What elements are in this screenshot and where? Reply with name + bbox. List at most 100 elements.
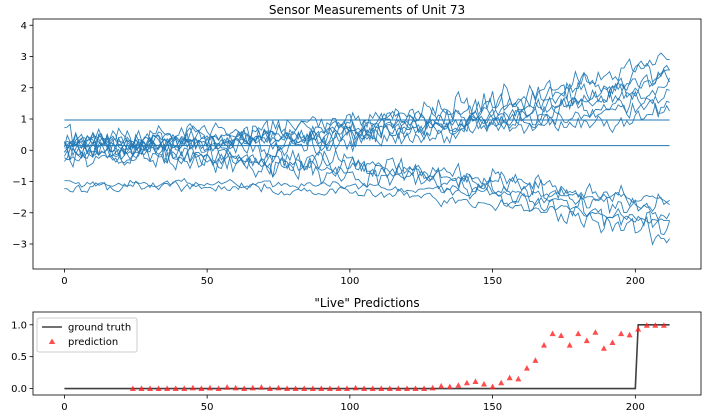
sensor-y-tick-label: 1: [21, 115, 27, 126]
prediction-point: [207, 384, 213, 391]
prediction-point: [643, 322, 650, 328]
prediction-point: [198, 385, 205, 391]
sensor-series-line: [64, 139, 671, 221]
prediction-point: [224, 384, 231, 390]
prediction-point: [660, 322, 667, 328]
predictions-chart-title: "Live" Predictions: [314, 296, 419, 310]
prediction-point: [541, 342, 547, 348]
sensor-y-tick-label: −1: [12, 177, 27, 188]
prediction-mark-group: [64, 322, 670, 391]
prediction-point: [284, 385, 291, 391]
prediction-point: [249, 384, 256, 391]
prediction-point: [181, 385, 188, 391]
prediction-point: [592, 329, 599, 335]
sensor-x-tick-label: 100: [340, 276, 359, 287]
sensor-series-line: [64, 68, 670, 161]
prediction-point: [635, 326, 642, 332]
prediction-point: [378, 385, 385, 391]
prediction-x-tick-label: 150: [483, 402, 502, 413]
prediction-point: [386, 385, 393, 391]
sensor-y-tick-label: −2: [12, 208, 27, 219]
prediction-x-tick-label: 100: [340, 402, 359, 413]
sensor-y-tick-label: 0: [21, 146, 27, 157]
prediction-point: [481, 380, 487, 387]
sensor-y-tick-label: 2: [21, 83, 27, 94]
prediction-axes: 0 50 100 150 200 0.0 0.5 1.0: [11, 311, 702, 413]
sensor-x-tick-label: 50: [201, 276, 214, 287]
prediction-point: [172, 385, 179, 391]
prediction-point: [189, 384, 196, 391]
sensor-series-line: [64, 52, 670, 151]
prediction-point: [446, 383, 453, 390]
legend-marker-swatch: [48, 338, 56, 344]
prediction-point: [395, 385, 402, 391]
sensor-y-tick-label: 4: [21, 21, 27, 32]
prediction-point: [523, 365, 530, 371]
prediction-point: [421, 385, 428, 391]
prediction-point: [241, 385, 248, 391]
sensor-axes: 0 50 100 150 200 −3 −2 −1 0 1 2 3 4: [12, 18, 702, 287]
prediction-point: [352, 384, 359, 391]
prediction-x-tick-label: 0: [61, 402, 67, 413]
prediction-y-tick-label: 1.0: [11, 320, 27, 331]
prediction-point: [147, 385, 153, 391]
prediction-y-tick-label: 0.0: [11, 384, 27, 395]
prediction-point: [155, 385, 162, 391]
prediction-point: [215, 385, 222, 391]
prediction-point: [361, 385, 368, 391]
prediction-point: [309, 385, 316, 391]
prediction-point: [652, 322, 659, 328]
prediction-point: [301, 385, 308, 391]
prediction-point: [455, 382, 462, 388]
prediction-point: [326, 385, 333, 391]
prediction-point: [369, 385, 376, 391]
sensor-x-tick-label: 200: [626, 276, 645, 287]
legend: ground truth prediction: [36, 317, 138, 353]
sensor-series-line: [63, 102, 670, 159]
sensor-line-group: [63, 52, 671, 246]
prediction-point: [429, 384, 436, 391]
prediction-point: [266, 385, 273, 391]
ground-truth-line: [64, 323, 670, 390]
prediction-point: [129, 385, 136, 391]
prediction-point: [472, 378, 479, 384]
sensor-x-tick-label: 150: [483, 276, 502, 287]
prediction-point: [344, 385, 350, 391]
prediction-point: [549, 330, 556, 337]
sensor-series-line: [64, 177, 670, 206]
legend-label-prediction: prediction: [68, 337, 118, 348]
prediction-x-tick-label: 200: [626, 402, 645, 413]
prediction-point: [412, 385, 419, 391]
sensor-series-line: [64, 141, 670, 213]
prediction-point: [558, 332, 565, 338]
legend-label-ground-truth: ground truth: [68, 323, 131, 334]
sensor-series-line: [64, 179, 670, 224]
prediction-point: [232, 384, 239, 391]
sensor-y-tick-label: −3: [12, 240, 27, 251]
prediction-point: [404, 385, 410, 391]
prediction-x-tick-label: 50: [201, 402, 214, 413]
prediction-point: [463, 379, 470, 386]
prediction-y-tick-label: 0.5: [11, 352, 27, 363]
prediction-point: [292, 385, 299, 391]
prediction-point: [532, 357, 539, 363]
prediction-point: [318, 385, 325, 391]
prediction-point: [489, 383, 496, 390]
prediction-point: [138, 385, 145, 391]
sensor-y-tick-label: 3: [21, 52, 27, 63]
prediction-point: [164, 385, 171, 391]
prediction-point: [618, 330, 625, 337]
prediction-point: [506, 374, 513, 381]
prediction-point: [258, 384, 265, 390]
sensor-series-line: [64, 77, 671, 159]
prediction-plot-frame: [32, 311, 702, 396]
prediction-point: [438, 382, 445, 389]
prediction-point: [498, 379, 505, 386]
sensor-x-tick-label: 0: [61, 276, 67, 287]
prediction-point: [515, 375, 522, 382]
prediction-point: [626, 331, 633, 338]
prediction-point: [566, 342, 573, 348]
prediction-point: [609, 339, 616, 345]
sensor-plot-frame: [32, 18, 702, 270]
